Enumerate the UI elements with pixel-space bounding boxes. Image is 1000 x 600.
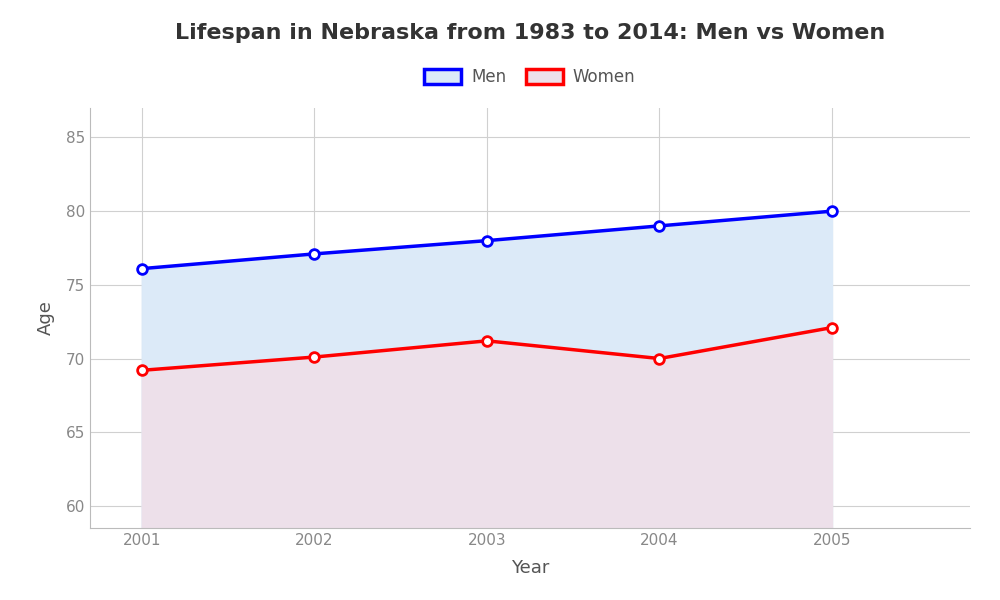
Y-axis label: Age: Age <box>37 301 55 335</box>
Legend: Men, Women: Men, Women <box>418 62 642 93</box>
X-axis label: Year: Year <box>511 559 549 577</box>
Title: Lifespan in Nebraska from 1983 to 2014: Men vs Women: Lifespan in Nebraska from 1983 to 2014: … <box>175 23 885 43</box>
